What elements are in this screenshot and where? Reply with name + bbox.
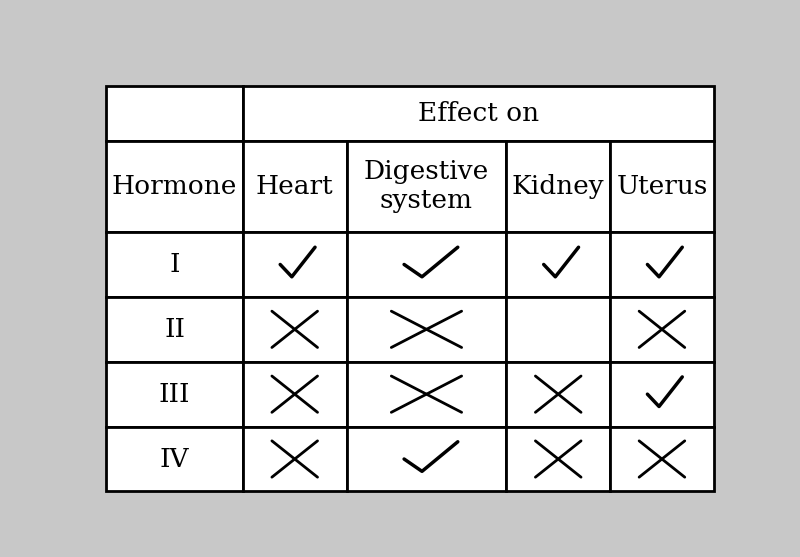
Bar [506,232,610,297]
Bar [610,361,714,427]
Bar [106,297,243,361]
Text: Hormone: Hormone [112,174,238,199]
Bar [346,427,506,491]
Bar [506,141,610,232]
Bar [506,427,610,491]
Bar [506,297,610,361]
Bar [243,232,346,297]
Bar [346,232,506,297]
Bar [346,361,506,427]
Text: Uterus: Uterus [616,174,708,199]
Bar [106,361,243,427]
Text: I: I [170,252,180,277]
Bar [106,86,243,141]
Text: Effect on: Effect on [418,101,539,126]
Bar [106,427,243,491]
Text: III: III [158,382,190,407]
Bar [346,141,506,232]
Text: Kidney: Kidney [512,174,605,199]
Text: IV: IV [160,447,190,472]
Bar [243,427,346,491]
Bar [610,232,714,297]
Bar [243,297,346,361]
Text: II: II [164,317,185,342]
Bar [106,141,243,232]
Text: Digestive
system: Digestive system [364,159,489,213]
Bar [106,232,243,297]
Bar [610,427,714,491]
Bar [243,86,714,141]
Bar [243,141,346,232]
Bar [610,297,714,361]
Text: Heart: Heart [256,174,334,199]
Bar [610,141,714,232]
Bar [346,297,506,361]
Bar [243,361,346,427]
Bar [506,361,610,427]
